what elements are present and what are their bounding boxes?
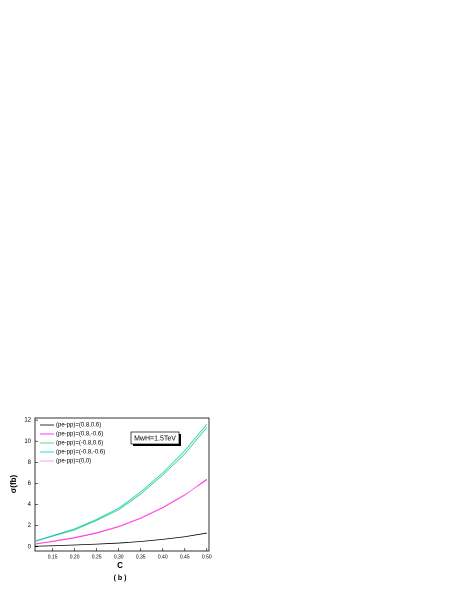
- y-tick-label: 6: [28, 481, 32, 487]
- x-tick-label: 0.30: [114, 554, 124, 560]
- x-tick-label: 0.45: [180, 554, 190, 560]
- y-tick-label: 0: [28, 544, 32, 550]
- y-tick-label: 10: [24, 439, 31, 445]
- y-axis-label: σ(fb): [9, 474, 18, 493]
- series-line: [34, 532, 207, 547]
- y-tick-label: 12: [24, 418, 31, 424]
- annotation-box: [130, 431, 180, 445]
- legend-label: (pe-pp)=(0.8,0.6): [56, 423, 101, 429]
- x-tick-label: 0.50: [202, 554, 212, 560]
- y-tick-label: 2: [28, 523, 32, 529]
- series-line: [34, 478, 208, 545]
- x-tick-label: 0.35: [136, 554, 146, 560]
- x-tick-label: 0.20: [70, 554, 80, 560]
- plot-frame: [34, 417, 210, 552]
- series-line: [34, 479, 208, 545]
- x-tick-label: 0.40: [158, 554, 168, 560]
- legend-label: (pe-pp)=(0.8,-0.6): [56, 432, 103, 438]
- annotation: MwH=1.5TeV: [134, 435, 176, 442]
- x-tick-label: 0.25: [92, 554, 102, 560]
- legend-label: (pe-pp)=(0,0): [56, 459, 91, 465]
- series-line: [34, 427, 208, 542]
- caption: ( b ): [114, 575, 127, 582]
- legend-label: (pe-pp)=(-0.8,-0.6): [56, 450, 105, 456]
- series-line: [34, 424, 208, 542]
- x-tick-label: 0.15: [48, 554, 58, 560]
- x-axis-label: C: [117, 561, 123, 570]
- legend-label: (pe-pp)=(-0.8,0.6): [56, 441, 103, 447]
- y-tick-label: 4: [28, 502, 32, 508]
- y-tick-label: 8: [28, 460, 32, 466]
